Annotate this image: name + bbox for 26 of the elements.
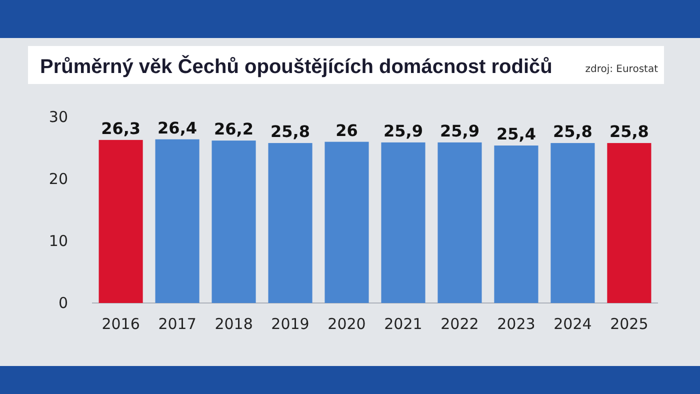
x-tick-label: 2023 xyxy=(497,315,536,333)
x-tick-label: 2020 xyxy=(328,315,366,333)
x-tick-label: 2025 xyxy=(610,315,648,333)
text: zdroj: Eurostat xyxy=(585,64,658,75)
y-tick-label: 10 xyxy=(48,232,68,250)
data-label: 26,3 xyxy=(101,118,141,138)
data-label: 25,4 xyxy=(496,124,536,144)
y-tick-label: 30 xyxy=(48,108,68,126)
data-label: 26,2 xyxy=(214,120,254,139)
data-label: 25,9 xyxy=(384,121,423,140)
x-tick-label: 2021 xyxy=(384,315,422,333)
y-tick-label: 0 xyxy=(58,294,68,312)
chart-title: Průměrný věk Čechů opouštějících domácnost rodičů xyxy=(40,55,552,78)
data-label: 25,9 xyxy=(440,121,480,140)
data-label: 25,8 xyxy=(552,122,592,142)
data-label: 26 xyxy=(336,120,358,140)
x-tick-label: 2016 xyxy=(102,315,140,333)
data-label: 26,4 xyxy=(158,118,198,138)
y-tick-label: 20 xyxy=(48,170,68,188)
x-tick-label: 2019 xyxy=(271,315,310,333)
data-label: 25,8 xyxy=(609,122,649,142)
x-tick-label: 2017 xyxy=(158,315,196,333)
x-tick-label: 2018 xyxy=(214,315,253,333)
x-tick-label: 2024 xyxy=(554,315,592,333)
data-label: 25,8 xyxy=(270,122,310,142)
x-tick-label: 2022 xyxy=(440,315,479,333)
